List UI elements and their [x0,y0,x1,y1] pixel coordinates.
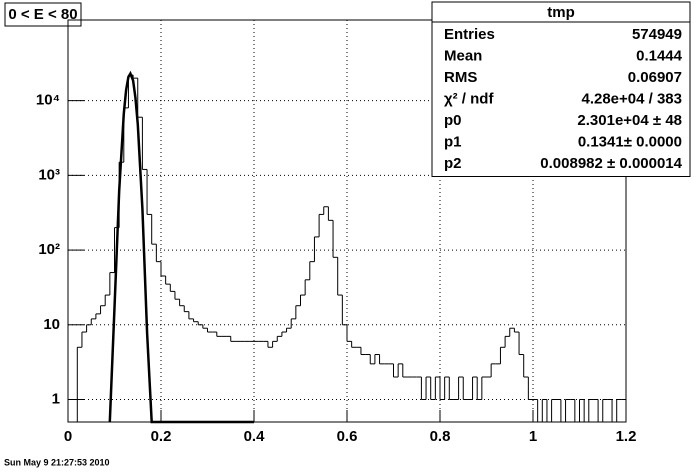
y-tick-label: 10³ [38,166,60,183]
stats-label: RMS [444,69,477,86]
stats-value: 0.1444 [636,47,683,64]
stats-label: Entries [444,26,495,43]
plot-frame [67,19,627,423]
y-tick-label: 1 [52,390,60,407]
stats-value: 0.008982 ± 0.000014 [540,155,682,172]
stats-value: 0.1341± 0.0000 [578,133,682,150]
x-tick-label: 0 [64,428,72,445]
stats-value: 574949 [632,26,682,43]
y-tick-label: 10 [43,316,60,333]
stats-label: Mean [444,47,482,64]
y-tick-label: 10⁴ [36,92,60,109]
x-tick-label: 0.2 [151,428,172,445]
fit-curve [108,70,254,424]
x-tick-label: 1 [529,428,537,445]
title-box [4,2,82,27]
stats-box [431,1,691,177]
stats-value: 4.28e+04 / 383 [581,90,682,107]
stats-label: p1 [444,133,462,150]
stats-label: p0 [444,112,462,129]
chart-title: 0 < E < 80 [8,6,77,23]
stats-value: 2.301e+04 ± 48 [577,112,682,129]
stats-label: p2 [444,155,462,172]
stats-value: 0.06907 [628,69,682,86]
stats-label: χ² / ndf [444,90,494,107]
footer: Sun May 9 21:27:53 2010 [4,457,110,467]
stats-title: tmp [547,4,575,21]
x-tick-label: 0.4 [244,428,266,445]
x-tick-label: 0.8 [430,428,451,445]
y-tick-label: 10² [38,241,60,258]
x-tick-label: 0.6 [337,428,358,445]
x-tick-label: 1.2 [616,428,637,445]
